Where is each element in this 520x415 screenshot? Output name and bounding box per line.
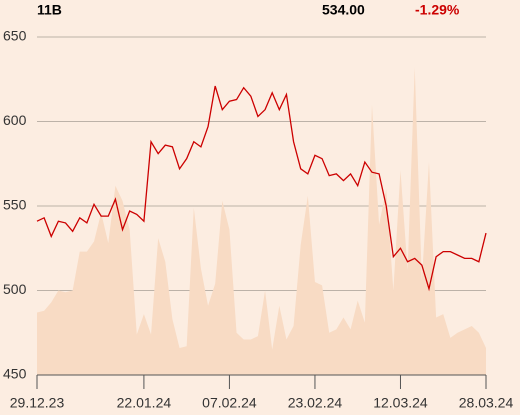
change: -1.29% xyxy=(415,2,460,18)
y-tick-label: 450 xyxy=(3,366,27,382)
y-tick-label: 500 xyxy=(3,281,27,297)
y-tick-label: 600 xyxy=(3,112,27,128)
x-tick-label: 29.12.23 xyxy=(10,395,65,411)
x-tick-label: 22.01.24 xyxy=(117,395,172,411)
price: 534.00 xyxy=(322,2,365,18)
volume-area xyxy=(37,67,486,376)
y-tick-label: 650 xyxy=(3,28,27,44)
x-tick-label: 07.02.24 xyxy=(202,395,257,411)
x-tick-label: 28.03.24 xyxy=(459,395,514,411)
symbol: 11B xyxy=(37,2,62,18)
x-tick-label: 12.03.24 xyxy=(373,395,428,411)
x-tick-label: 23.02.24 xyxy=(288,395,343,411)
price-line xyxy=(36,85,487,292)
y-tick-label: 550 xyxy=(3,197,27,213)
